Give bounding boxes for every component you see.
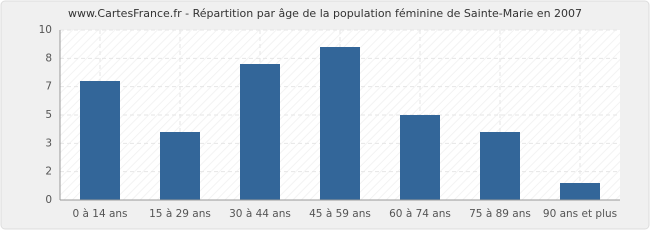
bar xyxy=(320,47,360,200)
bar xyxy=(80,81,120,200)
bar xyxy=(480,132,520,200)
y-tick-label: 7 xyxy=(45,81,52,93)
chart-title: www.CartesFrance.fr - Répartition par âg… xyxy=(68,7,582,20)
x-tick-label: 30 à 44 ans xyxy=(229,208,291,220)
y-tick-label: 3 xyxy=(45,137,52,149)
y-tick-label: 10 xyxy=(39,24,52,36)
x-tick-label: 90 ans et plus xyxy=(543,208,617,220)
y-tick-label: 0 xyxy=(45,194,52,206)
bar xyxy=(240,64,280,200)
chart: www.CartesFrance.fr - Répartition par âg… xyxy=(0,0,650,230)
x-tick-label: 0 à 14 ans xyxy=(72,208,127,220)
x-tick-label: 75 à 89 ans xyxy=(469,208,531,220)
bar xyxy=(400,115,440,200)
x-tick-label: 15 à 29 ans xyxy=(149,208,211,220)
y-tick-label: 5 xyxy=(45,109,52,121)
bar xyxy=(160,132,200,200)
x-tick-label: 45 à 59 ans xyxy=(309,208,371,220)
y-tick-label: 2 xyxy=(45,166,52,178)
x-tick-label: 60 à 74 ans xyxy=(389,208,451,220)
y-tick-label: 8 xyxy=(45,52,52,64)
bar xyxy=(560,183,600,200)
